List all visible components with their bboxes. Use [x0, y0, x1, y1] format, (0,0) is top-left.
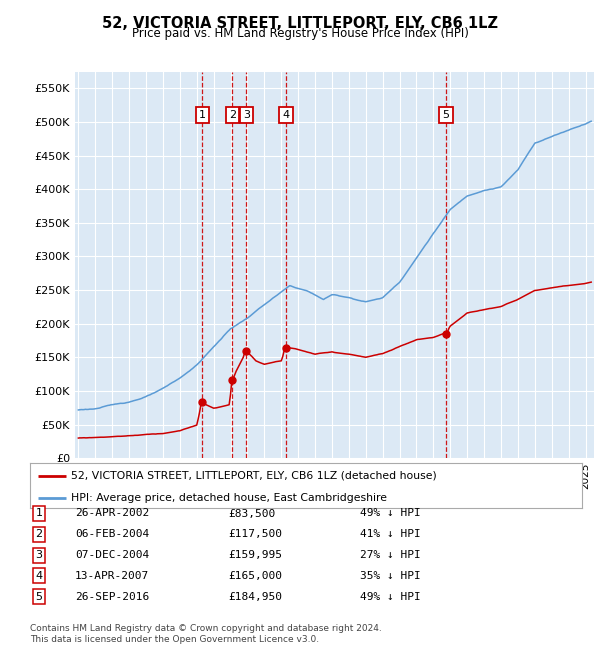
Text: 49% ↓ HPI: 49% ↓ HPI [360, 508, 421, 519]
Text: 1: 1 [199, 111, 206, 120]
Text: £184,950: £184,950 [228, 592, 282, 602]
Text: 26-SEP-2016: 26-SEP-2016 [75, 592, 149, 602]
Text: £117,500: £117,500 [228, 529, 282, 539]
Text: HPI: Average price, detached house, East Cambridgeshire: HPI: Average price, detached house, East… [71, 493, 388, 503]
Text: 41% ↓ HPI: 41% ↓ HPI [360, 529, 421, 539]
Text: 5: 5 [442, 111, 449, 120]
Text: 1: 1 [35, 508, 43, 519]
Text: 2: 2 [35, 529, 43, 539]
Text: 3: 3 [35, 550, 43, 560]
Text: 06-FEB-2004: 06-FEB-2004 [75, 529, 149, 539]
Text: 35% ↓ HPI: 35% ↓ HPI [360, 571, 421, 581]
Text: 4: 4 [35, 571, 43, 581]
Text: 52, VICTORIA STREET, LITTLEPORT, ELY, CB6 1LZ: 52, VICTORIA STREET, LITTLEPORT, ELY, CB… [102, 16, 498, 31]
Text: 13-APR-2007: 13-APR-2007 [75, 571, 149, 581]
Text: £165,000: £165,000 [228, 571, 282, 581]
Text: 27% ↓ HPI: 27% ↓ HPI [360, 550, 421, 560]
Text: 49% ↓ HPI: 49% ↓ HPI [360, 592, 421, 602]
Text: 52, VICTORIA STREET, LITTLEPORT, ELY, CB6 1LZ (detached house): 52, VICTORIA STREET, LITTLEPORT, ELY, CB… [71, 471, 437, 480]
Text: 5: 5 [35, 592, 43, 602]
Text: 2: 2 [229, 111, 236, 120]
Text: £83,500: £83,500 [228, 508, 275, 519]
Text: Contains HM Land Registry data © Crown copyright and database right 2024.
This d: Contains HM Land Registry data © Crown c… [30, 624, 382, 644]
Text: 4: 4 [283, 111, 290, 120]
Text: 26-APR-2002: 26-APR-2002 [75, 508, 149, 519]
Text: 07-DEC-2004: 07-DEC-2004 [75, 550, 149, 560]
Text: Price paid vs. HM Land Registry's House Price Index (HPI): Price paid vs. HM Land Registry's House … [131, 27, 469, 40]
Text: £159,995: £159,995 [228, 550, 282, 560]
Text: 3: 3 [243, 111, 250, 120]
